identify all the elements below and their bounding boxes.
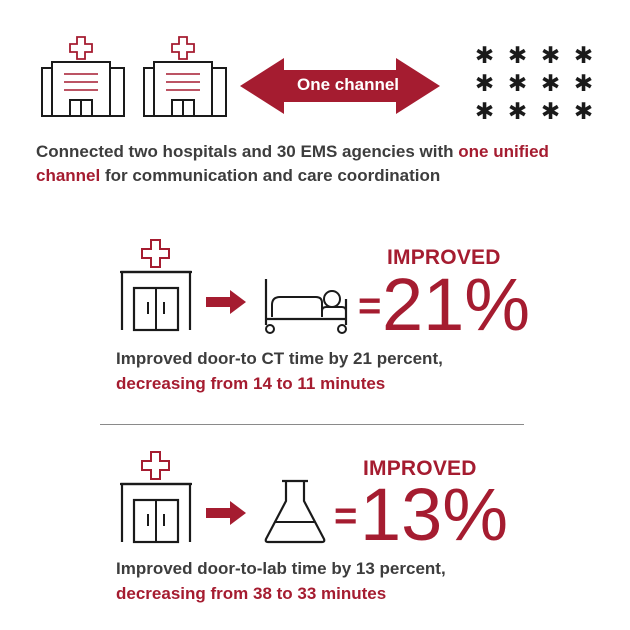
- lab-time-description: Improved door-to-lab time by 13 percent,…: [116, 556, 596, 606]
- ems-star-of-life-icon: ✱: [507, 99, 528, 125]
- hospital-building-icon-2: [143, 36, 227, 117]
- ems-agencies-grid: ✱ ✱ ✱ ✱ ✱ ✱ ✱ ✱ ✱ ✱ ✱ ✱: [468, 42, 600, 128]
- ems-star-of-life-icon: ✱: [507, 43, 528, 69]
- ems-star-of-life-icon: ✱: [540, 71, 561, 97]
- double-arrow-icon: [240, 58, 440, 114]
- caption-text-start: Connected two hospitals and 30 EMS agenc…: [36, 142, 459, 161]
- improved-label: IMPROVED: [387, 246, 501, 269]
- channel-label: One channel: [296, 75, 400, 94]
- ems-star-of-life-icon: ✱: [573, 71, 594, 97]
- ems-star-of-life-icon: ✱: [474, 43, 495, 69]
- ct-time-decrease: decreasing from 14 to 11 minutes: [116, 374, 386, 393]
- caption-text-end: for communication and care coordination: [100, 166, 441, 185]
- improvement-percent: 13%: [360, 473, 509, 556]
- ems-star-of-life-icon: ✱: [474, 99, 495, 125]
- arrow-right-icon: [206, 501, 246, 525]
- improved-label: IMPROVED: [363, 457, 477, 480]
- lab-flask-icon: [264, 479, 326, 544]
- ems-star-of-life-icon: ✱: [507, 71, 528, 97]
- improvement-percent: 21%: [382, 263, 531, 346]
- ems-star-of-life-icon: ✱: [540, 99, 561, 125]
- arrow-right-icon: [206, 290, 246, 314]
- ct-time-line: Improved door-to CT time by 21 percent,: [116, 349, 443, 368]
- hospital-bed-icon: [264, 279, 348, 334]
- connection-caption: Connected two hospitals and 30 EMS agenc…: [36, 140, 606, 188]
- hospital-entrance-icon: [120, 451, 192, 544]
- caption-highlight: one unified channel: [36, 142, 549, 185]
- equals-sign: =: [358, 284, 382, 328]
- ems-star-of-life-icon: ✱: [573, 43, 594, 69]
- lab-time-line: Improved door-to-lab time by 13 percent,: [116, 559, 446, 578]
- hospital-entrance-icon: [120, 239, 192, 332]
- ems-star-of-life-icon: ✱: [474, 71, 495, 97]
- ems-star-of-life-icon: ✱: [540, 43, 561, 69]
- lab-time-decrease: decreasing from 38 to 33 minutes: [116, 584, 387, 603]
- ems-star-of-life-icon: ✱: [573, 99, 594, 125]
- ct-time-description: Improved door-to CT time by 21 percent, …: [116, 346, 596, 396]
- section-divider: [100, 424, 524, 425]
- equals-sign: =: [334, 494, 358, 538]
- hospital-building-icon-1: [41, 36, 125, 117]
